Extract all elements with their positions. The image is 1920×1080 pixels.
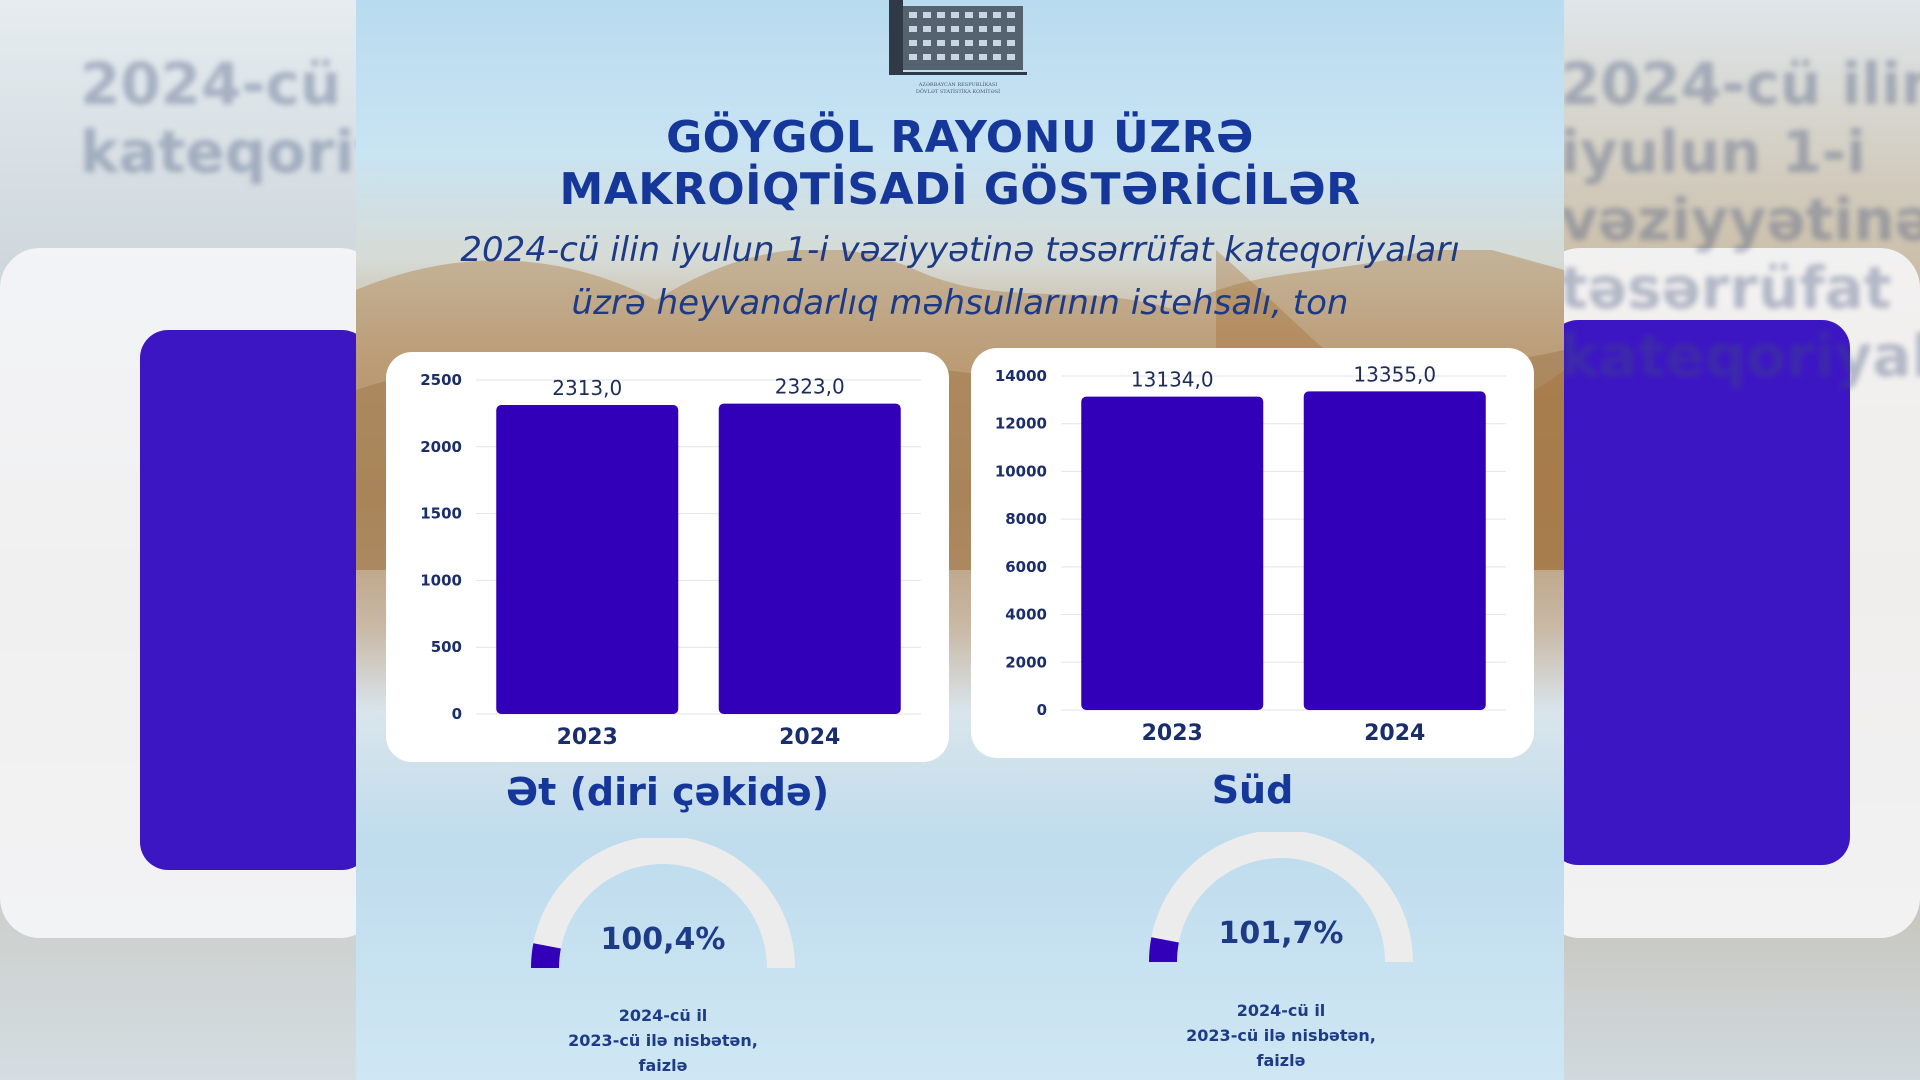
x-tick-label: 2023 <box>1142 721 1203 746</box>
y-tick-label: 8000 <box>1005 510 1047 528</box>
gauge-note-milk: 2024-cü il 2023-cü ilə nisbətən, faizlə <box>1146 998 1416 1073</box>
logo-caption-line: AZƏRBAYCAN RESPUBLİKASI <box>918 82 998 88</box>
note-line: faizlə <box>638 1056 688 1075</box>
gauge-fill <box>531 943 561 969</box>
meat-bar-chart: 0 500 1000 1500 2000 2500 2313,0 2023 2323,0 2024 <box>420 371 921 750</box>
y-tick-label: 0 <box>1037 701 1047 719</box>
y-tick-label: 6000 <box>1005 558 1047 576</box>
x-tick-label: 2023 <box>557 725 618 750</box>
y-tick-label: 14000 <box>995 367 1047 385</box>
logo-caption: AZƏRBAYCAN RESPUBLİKASI DÖVLƏT STATİSTİK… <box>881 82 1035 96</box>
backdrop-ghost-text: 2024-cü ilin iyulun 1-i vəziyyətinə təsə… <box>1560 50 1920 390</box>
gauge-value-milk: 101,7% <box>1218 916 1344 951</box>
gauge-value-meat: 100,4% <box>600 922 726 957</box>
y-tick-label: 500 <box>431 638 462 656</box>
chart-title-milk: Süd <box>1211 768 1294 812</box>
subtitle-line-1: 2024-cü ilin iyulun 1-i vəziyyətinə təsə… <box>460 230 1460 270</box>
chart-title-meat: Ət (diri çəkidə) <box>505 770 830 814</box>
milk-bar-chart: 0 2000 4000 6000 8000 10000 12000 14000 13134,0 2… <box>995 362 1506 746</box>
y-tick-label: 12000 <box>995 415 1047 433</box>
page-title-line-2: MAKROİQTİSADİ GÖSTƏRİCİLƏR <box>559 164 1361 215</box>
gauge-note-meat: 2024-cü il 2023-cü ilə nisbətən, faizlə <box>528 1003 798 1078</box>
x-tick-label: 2024 <box>1364 721 1425 746</box>
note-line: 2023-cü ilə nisbətən, <box>1186 1026 1376 1045</box>
logo-caption-line: DÖVLƏT STATİSTİKA KOMİTƏSİ <box>915 89 1001 95</box>
x-tick-label: 2024 <box>779 725 840 750</box>
gauge-milk <box>1149 832 1413 963</box>
chart-card-milk: 0 2000 4000 6000 8000 10000 12000 14000 13134,0 2… <box>971 348 1534 758</box>
page-title-line-1: GÖYGÖL RAYONU ÜZRƏ <box>666 112 1254 163</box>
y-tick-label: 4000 <box>1005 606 1047 624</box>
gauge-meat <box>531 838 795 969</box>
data-label: 13134,0 <box>1131 368 1214 392</box>
data-label: 2323,0 <box>775 375 845 399</box>
y-tick-label: 2000 <box>1005 653 1047 671</box>
bar-2023 <box>1081 396 1264 710</box>
bar-2024 <box>718 403 901 714</box>
bar-2023 <box>496 404 679 714</box>
note-line: 2024-cü il <box>618 1006 708 1025</box>
building-logo-icon <box>889 0 1027 75</box>
data-label: 2313,0 <box>552 376 622 400</box>
bar-2024 <box>1303 391 1486 710</box>
y-tick-label: 2500 <box>420 371 462 389</box>
backdrop-bar-right <box>1550 320 1850 865</box>
chart-card-meat: 0 500 1000 1500 2000 2500 2313,0 2023 2323,0 2024 <box>386 352 949 762</box>
y-tick-label: 1500 <box>420 505 462 523</box>
subtitle-line-2: üzrə heyvandarlıq məhsullarının istehsal… <box>571 283 1349 323</box>
infographic-poster: AZƏRBAYCAN RESPUBLİKASI DÖVLƏT STATİSTİK… <box>356 0 1564 1080</box>
gauge-track <box>1149 832 1413 963</box>
note-line: 2023-cü ilə nisbətən, <box>568 1031 758 1050</box>
backdrop-bar-left <box>140 330 370 870</box>
data-label: 13355,0 <box>1353 362 1436 386</box>
gauge-fill <box>1149 937 1179 963</box>
y-tick-label: 0 <box>452 705 462 723</box>
y-tick-label: 1000 <box>420 571 462 589</box>
y-tick-label: 10000 <box>995 462 1047 480</box>
gauge-track <box>531 838 795 969</box>
note-line: faizlə <box>1256 1051 1306 1070</box>
y-tick-label: 2000 <box>420 438 462 456</box>
note-line: 2024-cü il <box>1236 1001 1326 1020</box>
